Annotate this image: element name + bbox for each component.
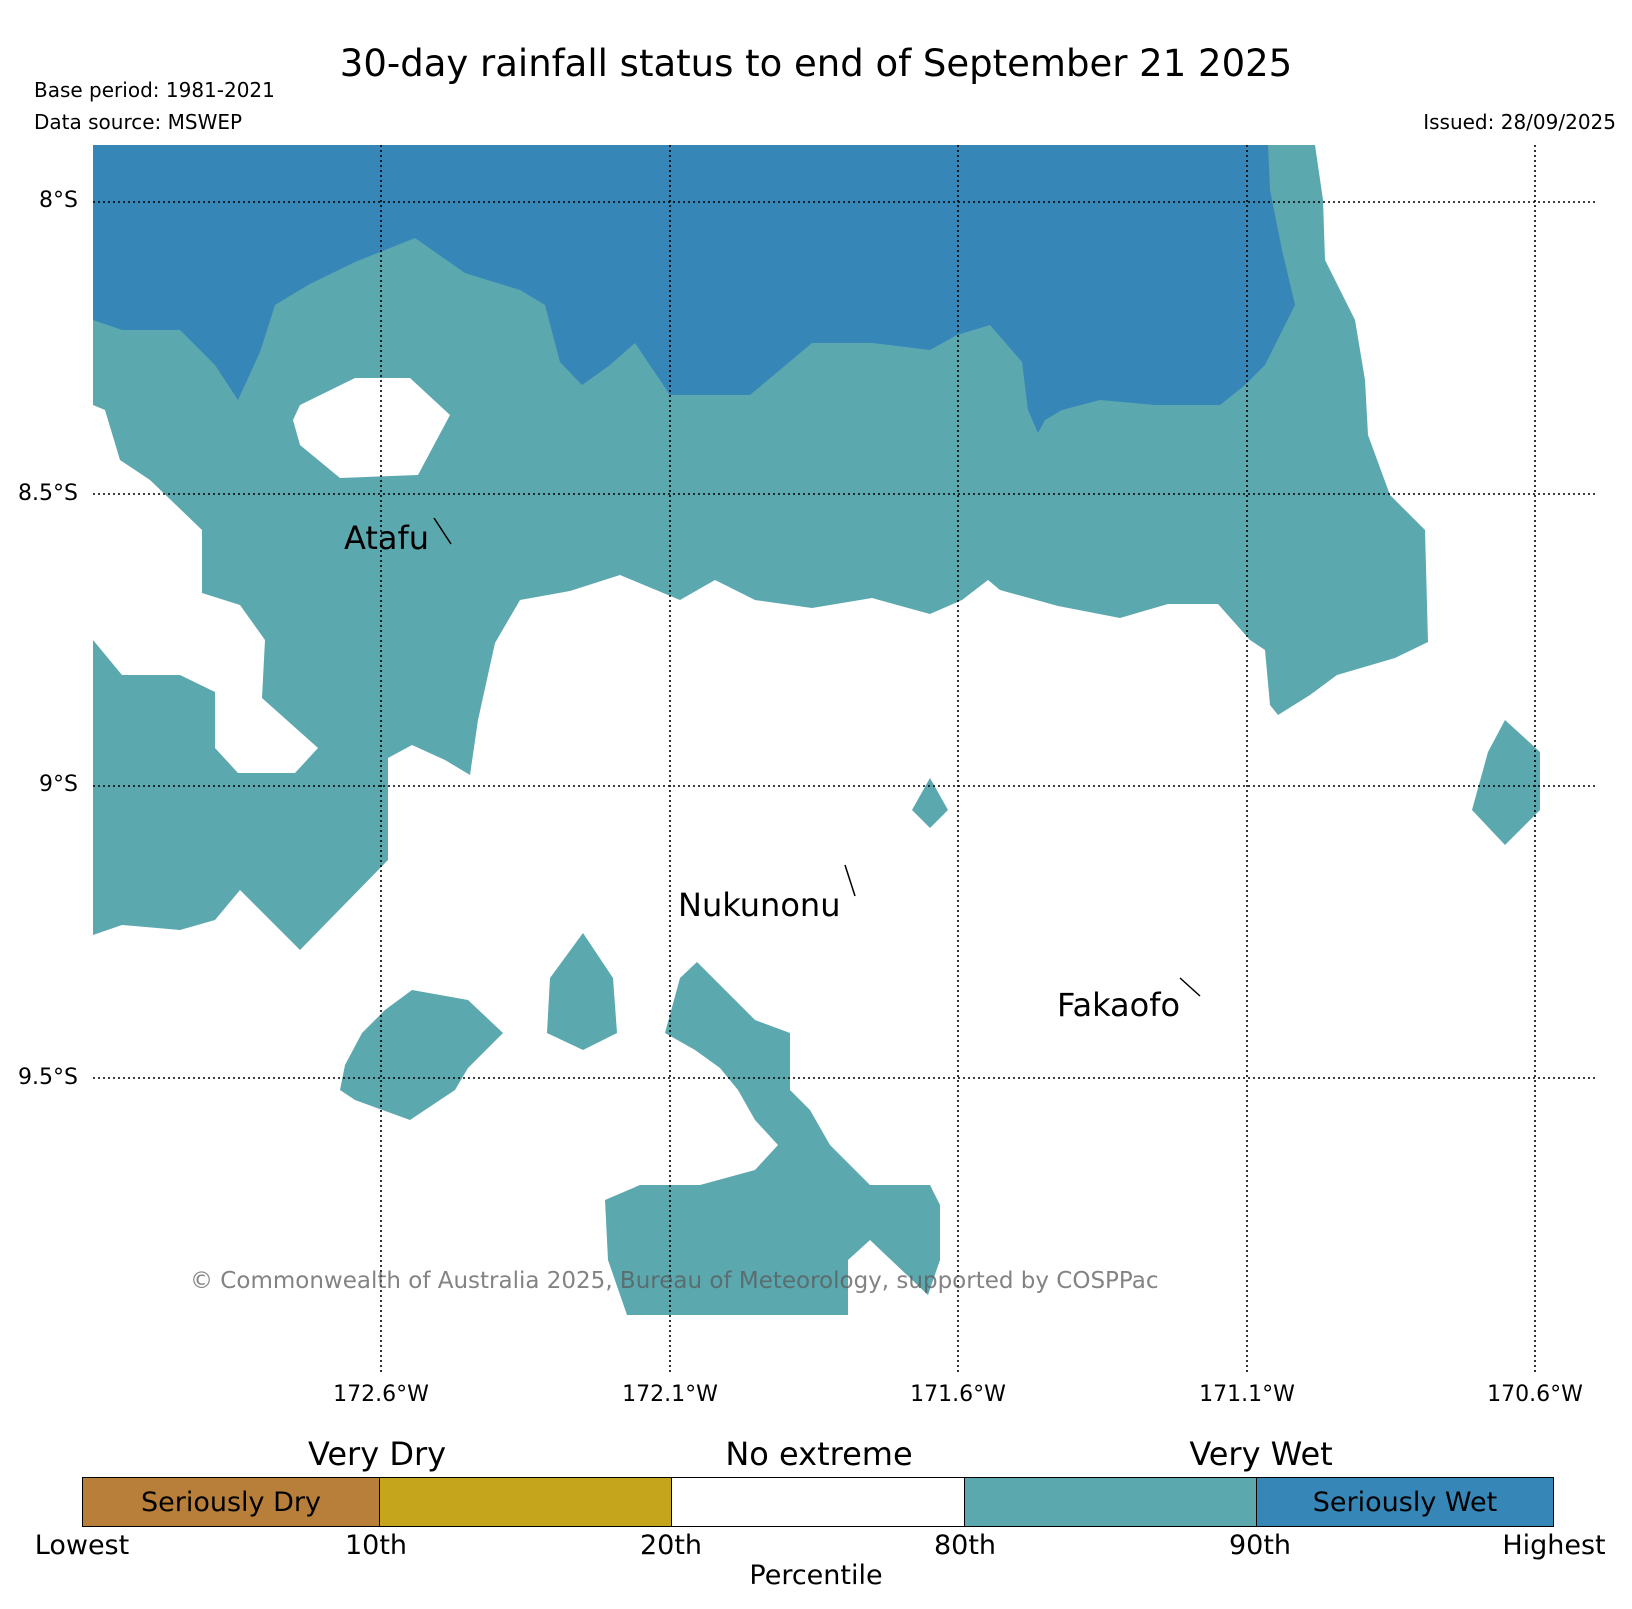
issued-date: Issued: 28/09/2025 <box>1423 110 1616 134</box>
nukunonu-island-marker <box>844 864 856 897</box>
legend-bin-label-seriously-wet: Seriously Wet <box>1312 1486 1498 1518</box>
legend-colorbar: Seriously Dry Seriously Wet <box>82 1477 1554 1527</box>
legend-bin-very-wet <box>964 1478 1257 1526</box>
legend-axis-title: Percentile <box>749 1560 883 1591</box>
legend-bin-label-seriously-dry: Seriously Dry <box>141 1486 321 1518</box>
legend-category-very-wet: Very Wet <box>1189 1435 1333 1473</box>
legend-category-very-dry: Very Dry <box>307 1435 447 1473</box>
lon-label-170-6w: 170.6°W <box>1487 1382 1583 1407</box>
very-wet-patch-4 <box>547 933 617 1050</box>
lat-label-9-5s: 9.5°S <box>18 1065 78 1090</box>
very-wet-patch-1 <box>912 778 948 828</box>
legend-tick-90th: 90th <box>1228 1530 1292 1561</box>
legend-tick-80th: 80th <box>933 1530 997 1561</box>
lon-label-171-6w: 171.6°W <box>910 1382 1006 1407</box>
very-wet-patch-2 <box>1472 720 1540 845</box>
data-source: Data source: MSWEP <box>34 110 243 134</box>
legend-tick-lowest: Lowest <box>34 1530 130 1561</box>
legend-bin-no-extreme <box>672 1478 965 1526</box>
graticule <box>93 145 1595 1372</box>
lon-label-172-6w: 172.6°W <box>333 1382 429 1407</box>
legend-tick-highest: Highest <box>1502 1530 1606 1561</box>
copyright-notice: © Commonwealth of Australia 2025, Bureau… <box>190 1268 1159 1294</box>
atafu-island-marker <box>433 517 452 545</box>
lat-label-8-5s: 8.5°S <box>18 481 78 506</box>
lat-label-9s: 9°S <box>39 772 78 797</box>
legend-category-no-extreme: No extreme <box>725 1435 913 1473</box>
place-label-nukunonu: Nukunonu <box>678 886 841 924</box>
base-period: Base period: 1981-2021 <box>34 78 275 102</box>
lon-label-172-1w: 172.1°W <box>622 1382 718 1407</box>
very-wet-patch-5 <box>605 962 940 1315</box>
seriously-wet-region <box>93 145 1295 433</box>
fakaofo-island-marker <box>1179 977 1201 997</box>
place-label-atafu: Atafu <box>344 519 430 557</box>
place-label-fakaofo: Fakaofo <box>1057 986 1181 1024</box>
legend-bin-seriously-dry: Seriously Dry <box>83 1478 380 1526</box>
legend-bin-dry <box>380 1478 673 1526</box>
map-title: 30-day rainfall status to end of Septemb… <box>339 42 1293 85</box>
legend-tick-20th: 20th <box>639 1530 703 1561</box>
rainfall-map <box>93 145 1595 1372</box>
very-wet-patch-3 <box>340 990 503 1120</box>
island-markers <box>433 517 1201 997</box>
legend-bin-seriously-wet: Seriously Wet <box>1256 1478 1553 1526</box>
lon-label-171-1w: 171.1°W <box>1199 1382 1295 1407</box>
no-extreme-hole-atafu <box>293 378 450 478</box>
lat-label-8s: 8°S <box>39 188 78 213</box>
legend-tick-10th: 10th <box>344 1530 408 1561</box>
